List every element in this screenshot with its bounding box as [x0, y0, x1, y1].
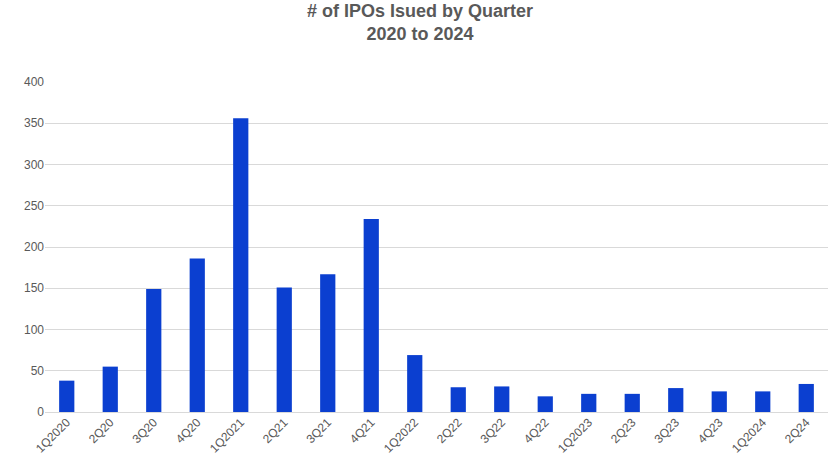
svg-text:0: 0 — [37, 405, 44, 419]
svg-text:350: 350 — [24, 116, 44, 130]
svg-text:3Q22: 3Q22 — [477, 415, 508, 446]
svg-text:100: 100 — [24, 323, 44, 337]
svg-text:3Q21: 3Q21 — [303, 415, 334, 446]
svg-text:200: 200 — [24, 240, 44, 254]
svg-text:400: 400 — [24, 75, 44, 89]
svg-text:2Q23: 2Q23 — [608, 415, 639, 446]
svg-text:2Q22: 2Q22 — [434, 415, 465, 446]
svg-text:1Q2020: 1Q2020 — [33, 415, 73, 455]
svg-text:4Q23: 4Q23 — [695, 415, 726, 446]
svg-text:150: 150 — [24, 281, 44, 295]
svg-text:2Q24: 2Q24 — [782, 415, 813, 446]
svg-text:4Q20: 4Q20 — [173, 415, 204, 446]
svg-text:2Q21: 2Q21 — [260, 415, 291, 446]
svg-text:250: 250 — [24, 199, 44, 213]
svg-text:1Q2023: 1Q2023 — [555, 415, 595, 455]
svg-text:3Q20: 3Q20 — [129, 415, 160, 446]
svg-text:50: 50 — [31, 364, 45, 378]
svg-text:1Q2021: 1Q2021 — [207, 415, 247, 455]
svg-text:1Q2024: 1Q2024 — [729, 415, 769, 455]
svg-text:2Q20: 2Q20 — [86, 415, 117, 446]
svg-text:4Q21: 4Q21 — [347, 415, 378, 446]
svg-text:3Q23: 3Q23 — [651, 415, 682, 446]
svg-text:300: 300 — [24, 158, 44, 172]
svg-text:# of IPOs Isued by Quarter2020: # of IPOs Isued by Quarter2020 to 2024 — [307, 1, 533, 44]
svg-text:1Q2022: 1Q2022 — [381, 415, 421, 455]
svg-text:4Q22: 4Q22 — [521, 415, 552, 446]
